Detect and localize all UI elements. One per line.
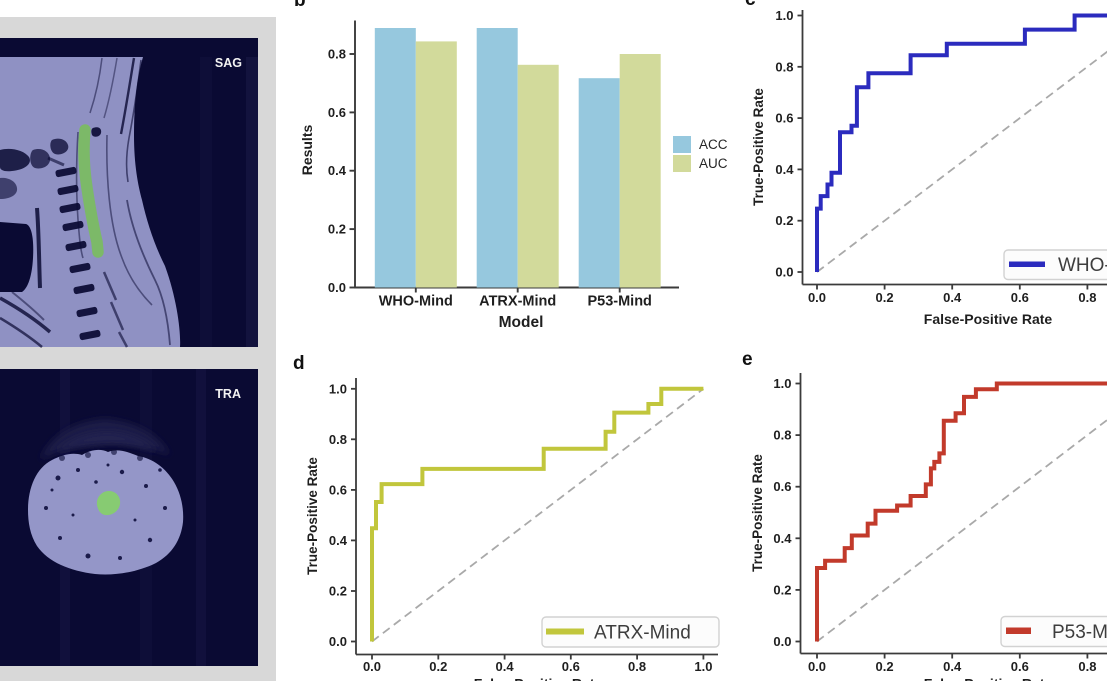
svg-text:P53-Mind: P53-Mind: [1052, 622, 1107, 643]
svg-text:0.4: 0.4: [943, 290, 962, 305]
svg-text:d: d: [293, 353, 305, 374]
svg-text:e: e: [742, 349, 753, 370]
svg-text:0.8: 0.8: [628, 659, 646, 674]
svg-text:0.0: 0.0: [363, 659, 381, 674]
svg-text:True-Positive Rate: True-Positive Rate: [751, 88, 766, 206]
svg-text:0.6: 0.6: [773, 479, 791, 494]
svg-text:0.6: 0.6: [1011, 290, 1029, 305]
svg-text:0.0: 0.0: [808, 659, 826, 674]
svg-text:0.2: 0.2: [876, 659, 894, 674]
svg-text:False-Positive Rate: False-Positive Rate: [474, 676, 603, 681]
svg-text:b: b: [294, 0, 306, 11]
svg-text:1.0: 1.0: [329, 381, 347, 396]
svg-text:Results: Results: [299, 125, 315, 176]
svg-text:0.4: 0.4: [775, 162, 794, 177]
svg-text:0.2: 0.2: [775, 213, 793, 228]
svg-text:False-Positive Rate: False-Positive Rate: [924, 311, 1053, 327]
svg-text:0.2: 0.2: [429, 659, 447, 674]
svg-text:0.8: 0.8: [1078, 659, 1096, 674]
svg-text:0.6: 0.6: [328, 105, 346, 120]
svg-text:AUC: AUC: [699, 156, 728, 171]
svg-text:0.2: 0.2: [876, 290, 894, 305]
svg-text:0.6: 0.6: [329, 482, 347, 497]
svg-text:P53-Mind: P53-Mind: [587, 294, 651, 310]
svg-text:0.8: 0.8: [329, 432, 347, 447]
svg-text:ATRX-Mind: ATRX-Mind: [594, 623, 691, 644]
svg-text:0.2: 0.2: [328, 222, 346, 237]
svg-text:False-Positive Rate: False-Positive Rate: [924, 676, 1053, 681]
svg-text:SAG: SAG: [215, 56, 242, 70]
svg-text:0.6: 0.6: [775, 111, 793, 126]
svg-text:ACC: ACC: [699, 137, 728, 152]
svg-text:True-Positive Rate: True-Positive Rate: [305, 457, 320, 575]
svg-text:0.6: 0.6: [1011, 659, 1029, 674]
svg-text:0.0: 0.0: [328, 280, 346, 295]
svg-text:0.6: 0.6: [562, 659, 580, 674]
svg-text:0.4: 0.4: [943, 659, 962, 674]
svg-text:0.4: 0.4: [328, 163, 347, 178]
svg-text:0.2: 0.2: [329, 584, 347, 599]
svg-text:0.0: 0.0: [808, 290, 826, 305]
svg-text:1.0: 1.0: [775, 8, 793, 23]
svg-text:0.0: 0.0: [775, 265, 793, 280]
svg-text:0.8: 0.8: [775, 59, 793, 74]
svg-text:0.0: 0.0: [329, 634, 347, 649]
svg-text:ATRX-Mind: ATRX-Mind: [479, 294, 556, 310]
svg-text:0.0: 0.0: [773, 634, 791, 649]
svg-text:WHO-Mind: WHO-Mind: [1058, 255, 1107, 276]
svg-text:WHO-Mind: WHO-Mind: [379, 294, 453, 310]
svg-text:0.8: 0.8: [1078, 290, 1096, 305]
svg-text:0.8: 0.8: [773, 428, 791, 443]
svg-text:1.0: 1.0: [773, 376, 791, 391]
svg-text:TRA: TRA: [215, 387, 241, 401]
svg-text:0.2: 0.2: [773, 582, 791, 597]
svg-text:c: c: [745, 0, 756, 10]
svg-text:1.0: 1.0: [694, 659, 712, 674]
svg-text:0.4: 0.4: [496, 659, 515, 674]
svg-text:0.4: 0.4: [773, 531, 792, 546]
svg-text:0.8: 0.8: [328, 47, 346, 62]
svg-text:Model: Model: [499, 314, 544, 331]
svg-text:0.4: 0.4: [329, 533, 348, 548]
svg-text:True-Positive Rate: True-Positive Rate: [750, 454, 765, 572]
